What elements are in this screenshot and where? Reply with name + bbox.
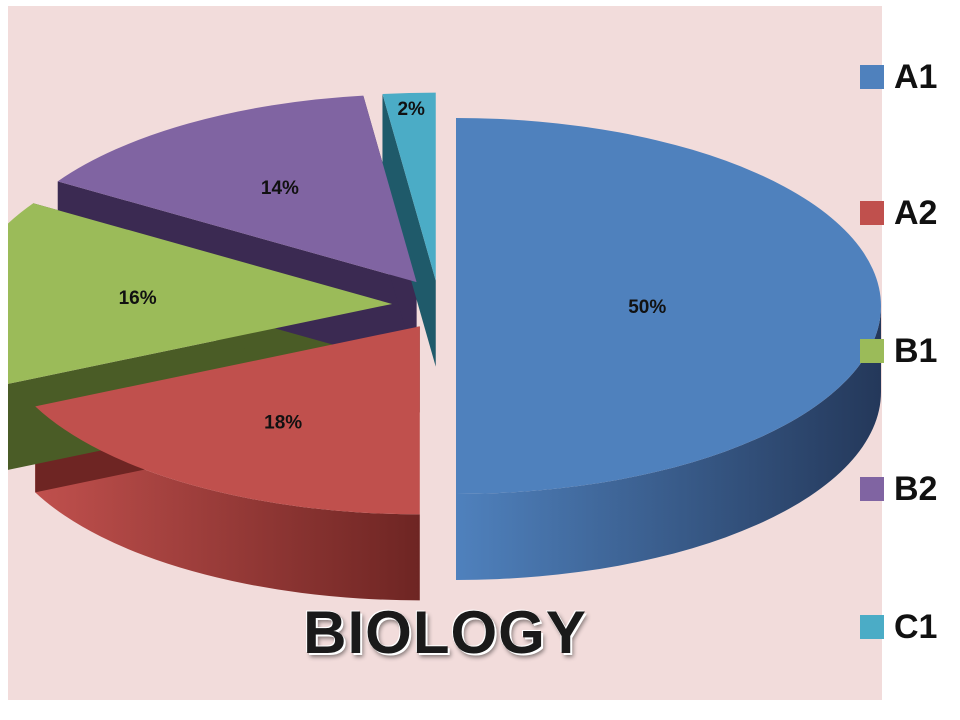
legend-item-a2: A2 — [860, 194, 937, 232]
legend-swatch-a2 — [860, 201, 884, 225]
legend-item-c1: C1 — [860, 608, 937, 646]
slice-a1 — [456, 118, 881, 494]
slice-wall-a2 — [35, 406, 420, 601]
legend-swatch-b2 — [860, 477, 884, 501]
legend-label-b2: B2 — [894, 469, 938, 508]
legend-item-a1: A1 — [860, 58, 937, 96]
slice-b1 — [8, 203, 393, 384]
legend-swatch-b1 — [860, 339, 884, 363]
legend-item-b1: B1 — [860, 332, 937, 370]
chart-title: BIOLOGY — [303, 599, 587, 666]
slice-face-c1-0 — [382, 94, 436, 367]
legend-swatch-a1 — [860, 65, 884, 89]
data-label-b2: 14% — [261, 178, 299, 199]
slice-a2 — [35, 326, 420, 515]
data-label-a2: 18% — [264, 413, 302, 434]
data-label-b1: 16% — [119, 288, 157, 309]
slice-wall-a1 — [456, 306, 881, 580]
legend: A1 A2 B1 B2 C1 — [860, 0, 960, 720]
legend-label-a1: A1 — [894, 57, 938, 96]
legend-label-b1: B1 — [894, 331, 938, 370]
legend-label-c1: C1 — [894, 607, 938, 646]
legend-swatch-c1 — [860, 615, 884, 639]
slice-c1 — [382, 92, 436, 281]
chart-area: 50% 18% 16% 14% 2% — [8, 6, 882, 700]
legend-label-a2: A2 — [894, 193, 938, 232]
slice-b2 — [57, 95, 417, 283]
data-label-c1: 2% — [397, 99, 425, 120]
data-label-a1: 50% — [628, 297, 666, 318]
pie-chart: 50% 18% 16% 14% 2% — [8, 92, 881, 601]
legend-item-b2: B2 — [860, 470, 937, 508]
